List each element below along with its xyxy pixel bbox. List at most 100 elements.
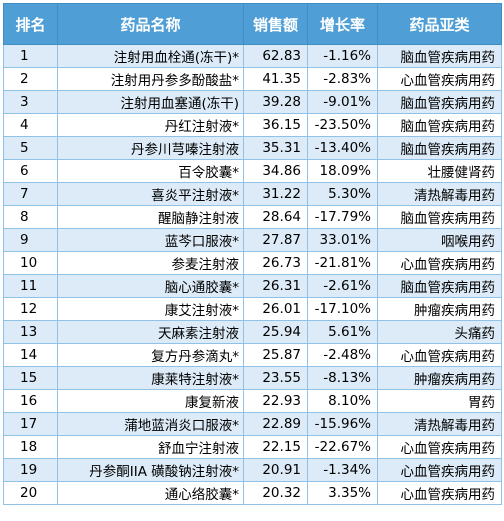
table-row: 17 蒲地蓝消炎口服液* 22.89 -15.96% 清热解毒用药 [3, 412, 502, 436]
cell-sales: 25.94 [243, 320, 308, 344]
header-drug-name: 药品名称 [57, 3, 244, 45]
table-row: 5 丹参川芎嗪注射液 35.31 -13.40% 脑血管疾病用药 [3, 136, 502, 160]
table-body: 1 注射用血栓通(冻干)* 62.83 -1.16% 脑血管疾病用药 2 注射用丹参多酚酸盐… [3, 44, 502, 505]
table-row: 15 康莱特注射液* 23.55 -8.13% 肿瘤疾病用药 [3, 366, 502, 390]
cell-name: 醒脑静注射液 [57, 205, 244, 229]
cell-growth: -15.96% [307, 412, 378, 436]
cell-rank: 9 [3, 228, 58, 252]
cell-category: 肿瘤疾病用药 [377, 297, 502, 321]
cell-category: 心血管疾病用药 [377, 343, 502, 367]
cell-sales: 34.86 [243, 159, 308, 183]
table-row: 3 注射用血塞通(冻干) 39.28 -9.01% 脑血管疾病用药 [3, 90, 502, 114]
table-row: 18 舒血宁注射液 22.15 -22.67% 心血管疾病用药 [3, 435, 502, 459]
cell-rank: 7 [3, 182, 58, 206]
cell-name: 康莱特注射液* [57, 366, 244, 390]
cell-growth: 5.30% [307, 182, 378, 206]
cell-sales: 26.01 [243, 297, 308, 321]
cell-category: 清热解毒用药 [377, 412, 502, 436]
cell-category: 心血管疾病用药 [377, 67, 502, 91]
table-row: 7 喜炎平注射液* 31.22 5.30% 清热解毒用药 [3, 182, 502, 206]
cell-name: 丹参川芎嗪注射液 [57, 136, 244, 160]
cell-rank: 12 [3, 297, 58, 321]
cell-category: 胃药 [377, 389, 502, 413]
table-row: 11 脑心通胶囊* 26.31 -2.61% 脑血管疾病用药 [3, 274, 502, 298]
cell-rank: 1 [3, 44, 58, 68]
cell-growth: -17.10% [307, 297, 378, 321]
cell-growth: 3.35% [307, 481, 378, 505]
cell-category: 脑血管疾病用药 [377, 90, 502, 114]
cell-name: 天麻素注射液 [57, 320, 244, 344]
cell-growth: -23.50% [307, 113, 378, 137]
cell-name: 复方丹参滴丸* [57, 343, 244, 367]
cell-category: 脑血管疾病用药 [377, 205, 502, 229]
cell-category: 肿瘤疾病用药 [377, 366, 502, 390]
cell-sales: 39.28 [243, 90, 308, 114]
cell-name: 注射用血塞通(冻干) [57, 90, 244, 114]
cell-rank: 5 [3, 136, 58, 160]
cell-rank: 17 [3, 412, 58, 436]
cell-name: 康复新液 [57, 389, 244, 413]
cell-sales: 22.89 [243, 412, 308, 436]
cell-name: 脑心通胶囊* [57, 274, 244, 298]
cell-sales: 27.87 [243, 228, 308, 252]
cell-name: 蓝芩口服液* [57, 228, 244, 252]
cell-sales: 62.83 [243, 44, 308, 68]
cell-name: 注射用丹参多酚酸盐* [57, 67, 244, 91]
cell-sales: 22.93 [243, 389, 308, 413]
cell-sales: 23.55 [243, 366, 308, 390]
cell-sales: 41.35 [243, 67, 308, 91]
cell-rank: 4 [3, 113, 58, 137]
cell-rank: 3 [3, 90, 58, 114]
cell-sales: 20.32 [243, 481, 308, 505]
cell-growth: -13.40% [307, 136, 378, 160]
cell-growth: -17.79% [307, 205, 378, 229]
cell-category: 清热解毒用药 [377, 182, 502, 206]
cell-category: 脑血管疾病用药 [377, 44, 502, 68]
cell-sales: 35.31 [243, 136, 308, 160]
cell-category: 心血管疾病用药 [377, 481, 502, 505]
table-row: 9 蓝芩口服液* 27.87 33.01% 咽喉用药 [3, 228, 502, 252]
cell-category: 心血管疾病用药 [377, 251, 502, 275]
cell-category: 头痛药 [377, 320, 502, 344]
cell-growth: -9.01% [307, 90, 378, 114]
cell-growth: -21.81% [307, 251, 378, 275]
cell-name: 注射用血栓通(冻干)* [57, 44, 244, 68]
cell-rank: 6 [3, 159, 58, 183]
cell-growth: -8.13% [307, 366, 378, 390]
table-row: 6 百令胶囊* 34.86 18.09% 壮腰健肾药 [3, 159, 502, 183]
table-row: 12 康艾注射液* 26.01 -17.10% 肿瘤疾病用药 [3, 297, 502, 321]
cell-rank: 18 [3, 435, 58, 459]
cell-growth: -1.16% [307, 44, 378, 68]
cell-growth: 18.09% [307, 159, 378, 183]
cell-category: 脑血管疾病用药 [377, 274, 502, 298]
table-row: 4 丹红注射液* 36.15 -23.50% 脑血管疾病用药 [3, 113, 502, 137]
cell-name: 丹参酮IIA 磺酸钠注射液* [57, 458, 244, 482]
drug-sales-table: 排名 药品名称 销售额 增长率 药品亚类 1 注射用血栓通(冻干)* 62.83 -1… [3, 3, 502, 505]
cell-category: 咽喉用药 [377, 228, 502, 252]
header-rank: 排名 [3, 3, 58, 45]
header-growth: 增长率 [307, 3, 378, 45]
cell-name: 蒲地蓝消炎口服液* [57, 412, 244, 436]
cell-category: 脑血管疾病用药 [377, 136, 502, 160]
table-row: 13 天麻素注射液 25.94 5.61% 头痛药 [3, 320, 502, 344]
cell-rank: 14 [3, 343, 58, 367]
cell-rank: 19 [3, 458, 58, 482]
cell-name: 康艾注射液* [57, 297, 244, 321]
cell-category: 脑血管疾病用药 [377, 113, 502, 137]
table-row: 8 醒脑静注射液 28.64 -17.79% 脑血管疾病用药 [3, 205, 502, 229]
cell-name: 通心络胶囊* [57, 481, 244, 505]
cell-sales: 26.73 [243, 251, 308, 275]
cell-growth: -2.61% [307, 274, 378, 298]
cell-name: 百令胶囊* [57, 159, 244, 183]
cell-rank: 13 [3, 320, 58, 344]
header-sales: 销售额 [243, 3, 308, 45]
cell-rank: 16 [3, 389, 58, 413]
cell-rank: 10 [3, 251, 58, 275]
cell-category: 壮腰健肾药 [377, 159, 502, 183]
drug-sales-table-container: 排名 药品名称 销售额 增长率 药品亚类 1 注射用血栓通(冻干)* 62.83 -1… [3, 3, 502, 518]
cell-sales: 25.87 [243, 343, 308, 367]
cell-name: 丹红注射液* [57, 113, 244, 137]
header-category: 药品亚类 [377, 3, 502, 45]
cell-sales: 26.31 [243, 274, 308, 298]
cell-sales: 31.22 [243, 182, 308, 206]
